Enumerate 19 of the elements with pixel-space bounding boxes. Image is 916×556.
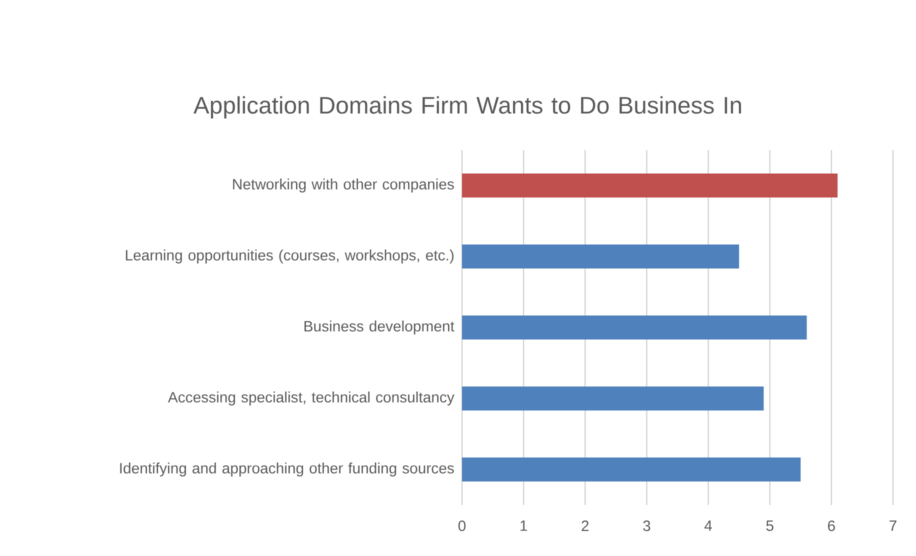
x-tick-label: 0 (458, 520, 466, 532)
bar (462, 244, 740, 268)
x-tick-label: 7 (890, 520, 896, 531)
bar (462, 458, 801, 482)
y-tick-label: Learning opportunities (courses, workshops, etc.) (126, 250, 454, 264)
y-tick-label: Networking with other companies (233, 178, 454, 192)
x-tick-label: 6 (828, 520, 835, 532)
x-tick-label: 2 (582, 520, 589, 531)
bar (462, 316, 807, 340)
bar (462, 174, 838, 198)
bar (462, 386, 764, 411)
x-tick-label: 4 (704, 520, 712, 531)
x-tick-label: 1 (520, 520, 527, 531)
x-tick-label: 3 (643, 520, 650, 532)
chart-title: Application Domains Firm Wants to Do Business In (193, 96, 742, 119)
y-tick-label: Business development (304, 320, 454, 334)
y-tick-label: Accessing specialist, technical consultancy (168, 392, 454, 406)
y-tick-label: Identifying and approaching other funding sources (120, 462, 454, 476)
x-tick-label: 5 (766, 520, 774, 531)
